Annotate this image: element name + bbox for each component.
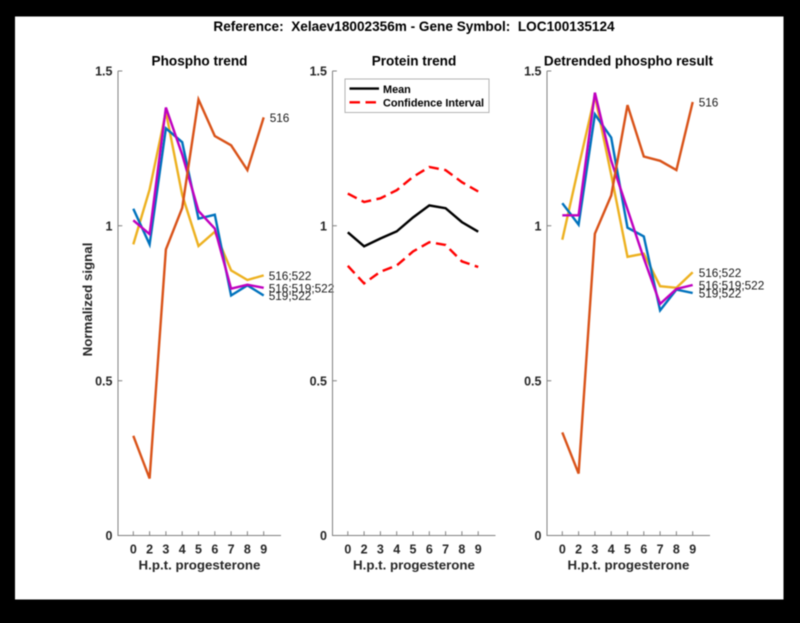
svg-text:2: 2 bbox=[146, 543, 153, 557]
svg-text:8: 8 bbox=[244, 543, 251, 557]
svg-text:6: 6 bbox=[426, 543, 433, 557]
svg-text:3: 3 bbox=[591, 543, 598, 557]
svg-text:Normalized signal: Normalized signal bbox=[80, 243, 95, 357]
svg-text:516;519;522: 516;519;522 bbox=[269, 281, 335, 295]
svg-text:1.5: 1.5 bbox=[310, 65, 327, 79]
svg-text:6: 6 bbox=[640, 543, 647, 557]
svg-text:4: 4 bbox=[393, 543, 400, 557]
svg-text:1: 1 bbox=[106, 220, 113, 234]
svg-text:6: 6 bbox=[211, 543, 218, 557]
svg-text:0.5: 0.5 bbox=[95, 374, 112, 388]
svg-text:2: 2 bbox=[575, 543, 582, 557]
svg-text:5: 5 bbox=[624, 543, 631, 557]
svg-text:1.5: 1.5 bbox=[524, 65, 541, 79]
svg-text:7: 7 bbox=[228, 543, 235, 557]
svg-text:1.5: 1.5 bbox=[95, 65, 112, 79]
svg-text:4: 4 bbox=[179, 543, 186, 557]
svg-text:1: 1 bbox=[535, 220, 542, 234]
svg-text:3: 3 bbox=[162, 543, 169, 557]
svg-text:Reference: Xelaev18002356m -: Reference: Xelaev18002356m - Gene Symbol… bbox=[213, 19, 615, 34]
svg-text:9: 9 bbox=[689, 543, 696, 557]
svg-text:2: 2 bbox=[361, 543, 368, 557]
svg-text:5: 5 bbox=[410, 543, 417, 557]
svg-text:Protein trend: Protein trend bbox=[372, 53, 457, 68]
svg-text:0.5: 0.5 bbox=[310, 374, 327, 388]
svg-text:516;522: 516;522 bbox=[269, 269, 312, 283]
svg-text:4: 4 bbox=[608, 543, 615, 557]
svg-text:0: 0 bbox=[320, 529, 327, 543]
svg-text:519;522: 519;522 bbox=[699, 287, 742, 301]
svg-text:8: 8 bbox=[458, 543, 465, 557]
svg-text:0: 0 bbox=[559, 543, 566, 557]
svg-text:516;519;522: 516;519;522 bbox=[699, 279, 765, 293]
svg-text:5: 5 bbox=[195, 543, 202, 557]
svg-text:516;522: 516;522 bbox=[699, 266, 742, 280]
svg-text:0.5: 0.5 bbox=[524, 374, 541, 388]
svg-text:3: 3 bbox=[377, 543, 384, 557]
svg-text:516: 516 bbox=[270, 111, 290, 125]
svg-text:0: 0 bbox=[106, 529, 113, 543]
svg-text:8: 8 bbox=[673, 543, 680, 557]
svg-text:Phospho trend: Phospho trend bbox=[152, 53, 248, 68]
svg-text:519;522: 519;522 bbox=[269, 289, 312, 303]
svg-text:1: 1 bbox=[320, 220, 327, 234]
svg-text:7: 7 bbox=[657, 543, 664, 557]
svg-text:0: 0 bbox=[130, 543, 137, 557]
svg-text:H.p.t. progesterone: H.p.t. progesterone bbox=[353, 558, 475, 573]
svg-text:9: 9 bbox=[475, 543, 482, 557]
svg-text:9: 9 bbox=[260, 543, 267, 557]
svg-text:516: 516 bbox=[699, 96, 719, 110]
svg-text:0: 0 bbox=[535, 529, 542, 543]
svg-text:Mean: Mean bbox=[383, 84, 411, 96]
svg-text:H.p.t. progesterone: H.p.t. progesterone bbox=[139, 558, 261, 573]
svg-text:Detrended phospho result: Detrended phospho result bbox=[544, 53, 714, 68]
svg-text:H.p.t. progesterone: H.p.t. progesterone bbox=[568, 558, 690, 573]
svg-text:7: 7 bbox=[442, 543, 449, 557]
svg-text:0: 0 bbox=[344, 543, 351, 557]
svg-text:Confidence Interval: Confidence Interval bbox=[383, 98, 484, 110]
